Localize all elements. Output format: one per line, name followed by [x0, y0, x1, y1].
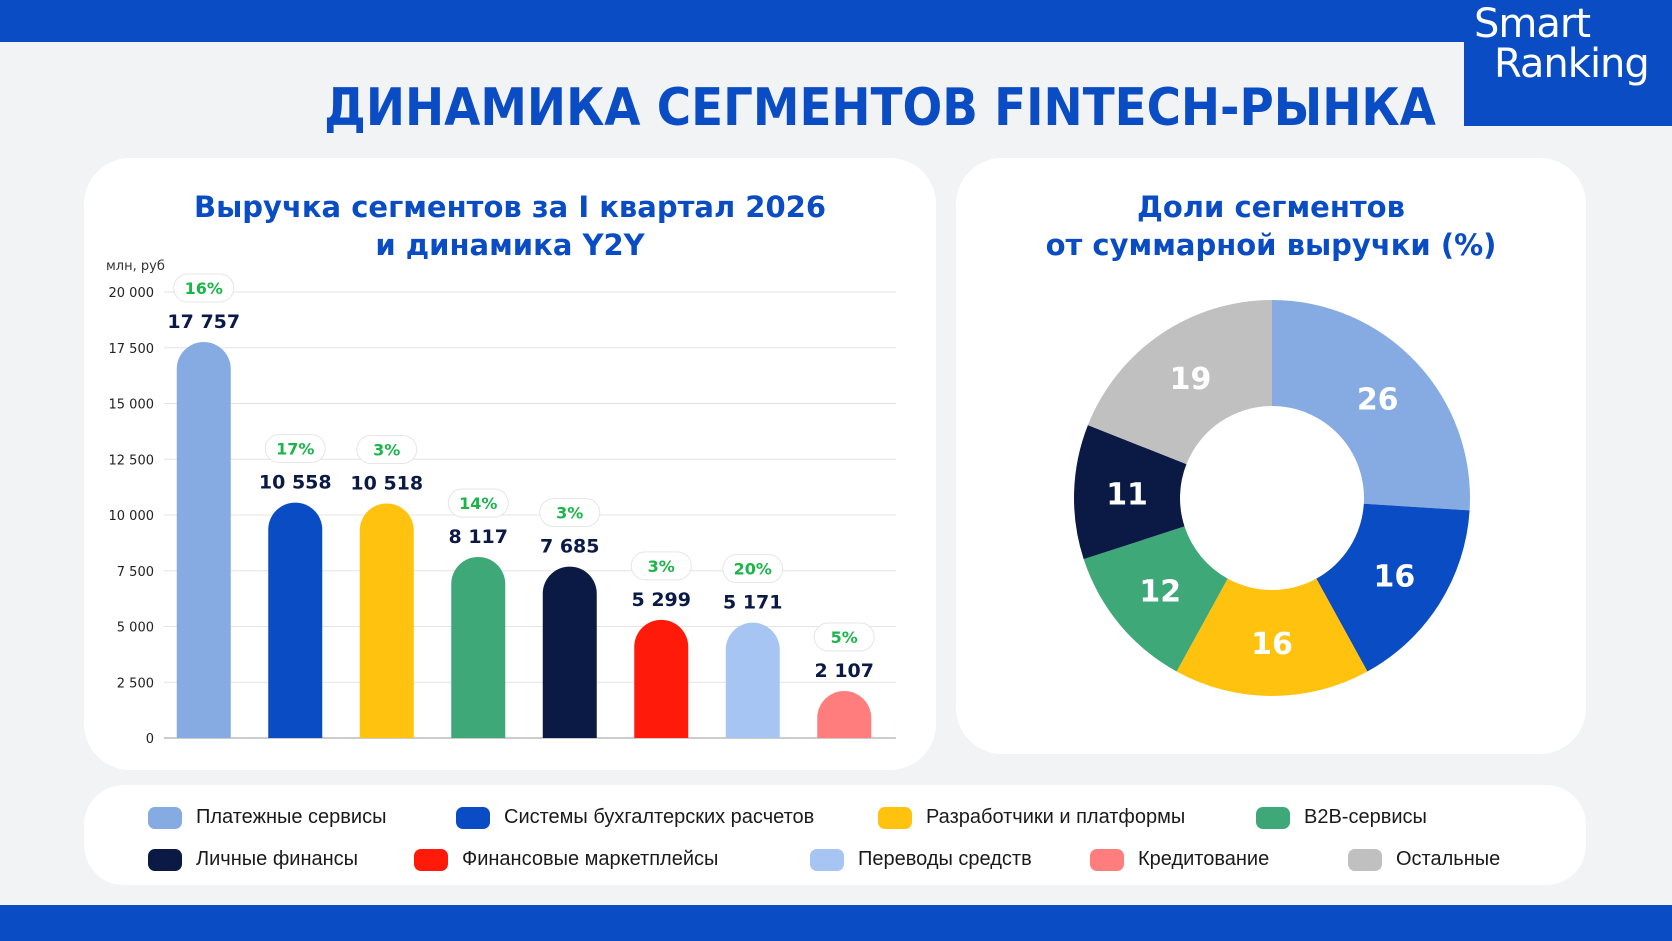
bar	[176, 342, 231, 738]
bar	[817, 691, 872, 738]
pie-chart-card: Доли сегментов от суммарной выручки (%) …	[956, 158, 1586, 754]
y-tick-label: 2 500	[117, 676, 154, 691]
growth-badge	[447, 488, 509, 518]
legend-swatch	[148, 806, 182, 829]
bar-value-label: 2 107	[815, 660, 875, 682]
bar-value-label: 5 299	[632, 589, 692, 611]
growth-badge	[722, 554, 784, 584]
logo-line-1: Smart	[1474, 1, 1591, 47]
slice-value-label: 12	[1139, 574, 1181, 609]
legend-item: Разработчики и платформы	[878, 806, 1185, 829]
legend-swatch	[414, 848, 448, 871]
legend-label: Переводы средств	[858, 848, 1032, 870]
legend-swatch	[456, 806, 490, 829]
growth-badge	[264, 434, 326, 464]
legend-label: Финансовые маркетплейсы	[462, 848, 719, 870]
growth-label: 20%	[734, 560, 772, 579]
legend-label: Разработчики и платформы	[926, 806, 1186, 828]
donut-slice	[1176, 578, 1368, 696]
legend-label: Остальные	[1396, 848, 1501, 870]
legend-item: Платежные сервисы	[148, 806, 386, 829]
bar-chart-card: Выручка сегментов за I квартал 2026 и ди…	[84, 158, 936, 770]
legend-label: Платежные сервисы	[196, 806, 387, 828]
legend-swatch	[810, 848, 844, 871]
growth-badge	[813, 622, 875, 652]
y-tick-label: 17 500	[109, 342, 155, 357]
y-tick-label: 5 000	[117, 621, 154, 636]
slice-value-label: 16	[1251, 627, 1293, 662]
bar-value-label: 10 518	[350, 472, 423, 494]
donut-slice	[1272, 300, 1470, 511]
bar	[268, 502, 323, 738]
smart-ranking-logo: Smart Ranking	[1464, 0, 1672, 126]
bar-value-label: 10 558	[259, 472, 332, 494]
growth-badge	[356, 434, 418, 464]
y-tick-label: 12 500	[109, 453, 155, 468]
bar-value-label: 17 757	[167, 311, 240, 333]
donut-chart: 26 16 16 12 11 19	[1074, 300, 1470, 696]
donut-slice	[1087, 300, 1272, 465]
logo-line-2: Ranking	[1494, 41, 1650, 87]
growth-label: 14%	[459, 494, 497, 513]
y-tick-label: 15 000	[109, 398, 155, 413]
legend-label: Кредитование	[1138, 848, 1270, 870]
donut-slice	[1074, 425, 1187, 560]
pie-chart-title-line-2: от суммарной выручки (%)	[1045, 228, 1497, 262]
y-tick-label: 10 000	[109, 509, 155, 524]
y-tick-label: 20 000	[109, 286, 155, 301]
y-axis-unit-label: млн, руб	[106, 259, 165, 274]
legend-item: Финансовые маркетплейсы	[414, 848, 718, 871]
bar-value-label: 7 685	[540, 536, 600, 558]
growth-badge	[630, 551, 692, 581]
growth-label: 3%	[648, 557, 675, 576]
top-band	[0, 0, 1672, 42]
growth-label: 17%	[276, 440, 314, 459]
slice-value-label: 16	[1374, 560, 1416, 595]
growth-label: 3%	[556, 504, 583, 523]
bar	[359, 503, 414, 738]
legend-swatch	[878, 806, 912, 829]
growth-label: 5%	[831, 628, 858, 647]
legend-item: Кредитование	[1090, 848, 1269, 871]
bar	[634, 619, 689, 738]
growth-label: 3%	[373, 440, 400, 459]
bar-chart-title-line-2: и динамика Y2Y	[375, 228, 645, 262]
slice-value-label: 26	[1357, 383, 1399, 418]
legend-label: Личные финансы	[196, 848, 359, 870]
donut-slice	[1083, 526, 1228, 672]
legend-swatch	[148, 848, 182, 871]
slice-value-label: 11	[1106, 477, 1148, 512]
legend-item: Личные финансы	[148, 848, 358, 871]
legend-item: Остальные	[1348, 848, 1500, 871]
growth-badge	[539, 498, 601, 528]
bottom-band	[0, 905, 1672, 941]
y-tick-label: 7 500	[117, 565, 154, 580]
legend-label: B2B-сервисы	[1304, 806, 1427, 828]
growth-badge	[173, 273, 235, 303]
growth-label: 16%	[185, 279, 223, 298]
page-title: ДИНАМИКА СЕГМЕНТОВ FINTECH-РЫНКА	[324, 78, 1436, 138]
legend-item: B2B-сервисы	[1256, 806, 1427, 829]
y-tick-label: 0	[146, 732, 154, 747]
bar-chart: млн, руб 0 2 500 5 000 7 500 10 000 12 500 15 …	[106, 259, 896, 747]
legend-swatch	[1256, 806, 1290, 829]
legend-item: Переводы средств	[810, 848, 1032, 871]
bar-chart-title: Выручка сегментов за I квартал 2026 и ди…	[84, 188, 936, 264]
bar	[451, 556, 506, 738]
legend-label: Системы бухгалтерских расчетов	[504, 806, 815, 828]
bar-value-label: 5 171	[723, 592, 783, 614]
legend-swatch	[1090, 848, 1124, 871]
bar-chart-title-line-1: Выручка сегментов за I квартал 2026	[193, 190, 827, 224]
bar	[725, 622, 780, 738]
donut-slice	[1316, 503, 1470, 672]
bar	[542, 566, 597, 738]
pie-chart-title-line-1: Доли сегментов	[1137, 190, 1405, 224]
pie-chart-title: Доли сегментов от суммарной выручки (%)	[956, 188, 1586, 264]
legend-item: Системы бухгалтерских расчетов	[456, 806, 814, 829]
slice-value-label: 19	[1170, 362, 1212, 397]
legend-swatch	[1348, 848, 1382, 871]
bar-value-label: 8 117	[449, 526, 509, 548]
legend: Платежные сервисы Системы бухгалтерских р…	[84, 785, 1586, 885]
